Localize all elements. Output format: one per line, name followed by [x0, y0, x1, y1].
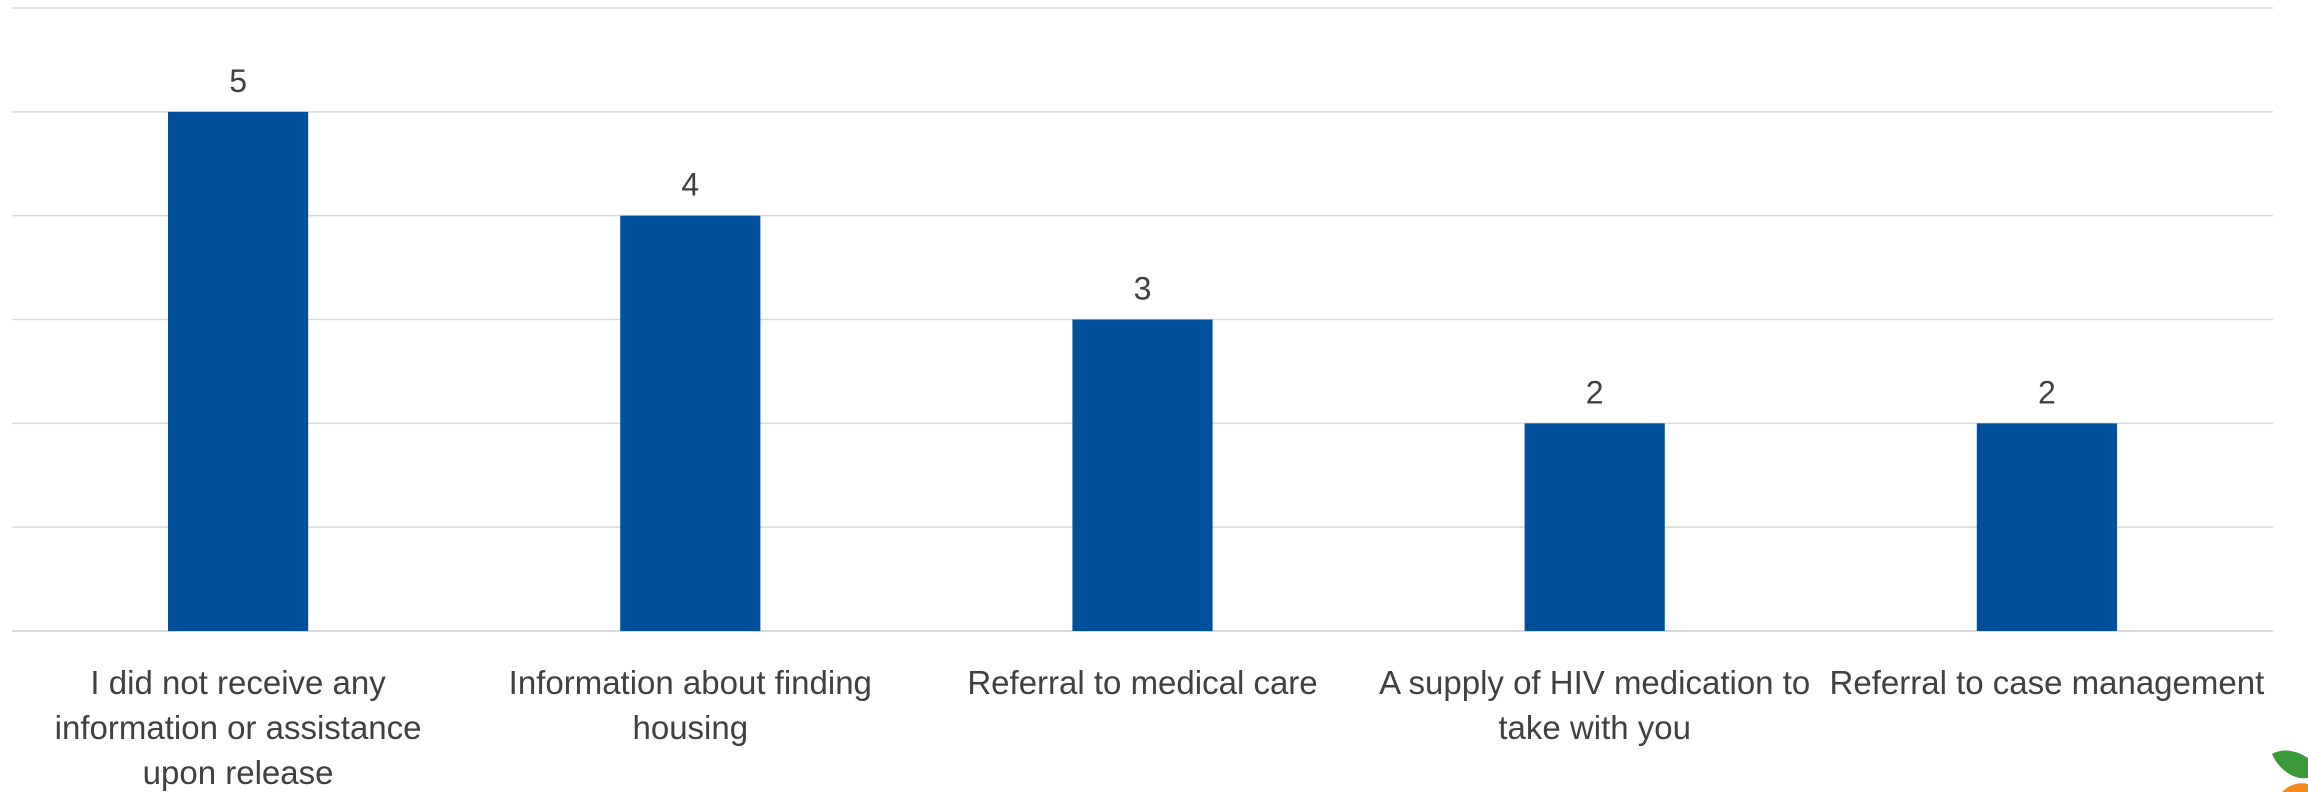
bar: [620, 215, 761, 631]
category-label: Information about finding housing: [509, 664, 872, 746]
data-label: 2: [1586, 374, 1604, 410]
leaf-icon: [2272, 750, 2308, 779]
data-label: 5: [229, 63, 247, 99]
logo-icon: [2272, 750, 2308, 792]
fruit-icon: [2282, 783, 2308, 792]
category-labels: I did not receive any information or assi…: [55, 664, 2265, 791]
bars: [168, 111, 2117, 632]
value-labels: 5 4 3 2 2: [229, 63, 2056, 411]
gridlines: [12, 7, 2273, 632]
bar: [1524, 423, 1665, 631]
category-label: Referral to case management: [1830, 664, 2265, 701]
data-label: 2: [2038, 374, 2056, 410]
category-label: A supply of HIV medication to take with y…: [1379, 664, 1810, 746]
category-label: Referral to medical care: [967, 664, 1317, 701]
data-label: 3: [1134, 271, 1152, 307]
bar: [1976, 423, 2117, 631]
data-label: 4: [681, 167, 699, 203]
bar: [168, 111, 309, 632]
category-label: I did not receive any information or assi…: [55, 664, 422, 791]
bar: [1072, 319, 1213, 631]
